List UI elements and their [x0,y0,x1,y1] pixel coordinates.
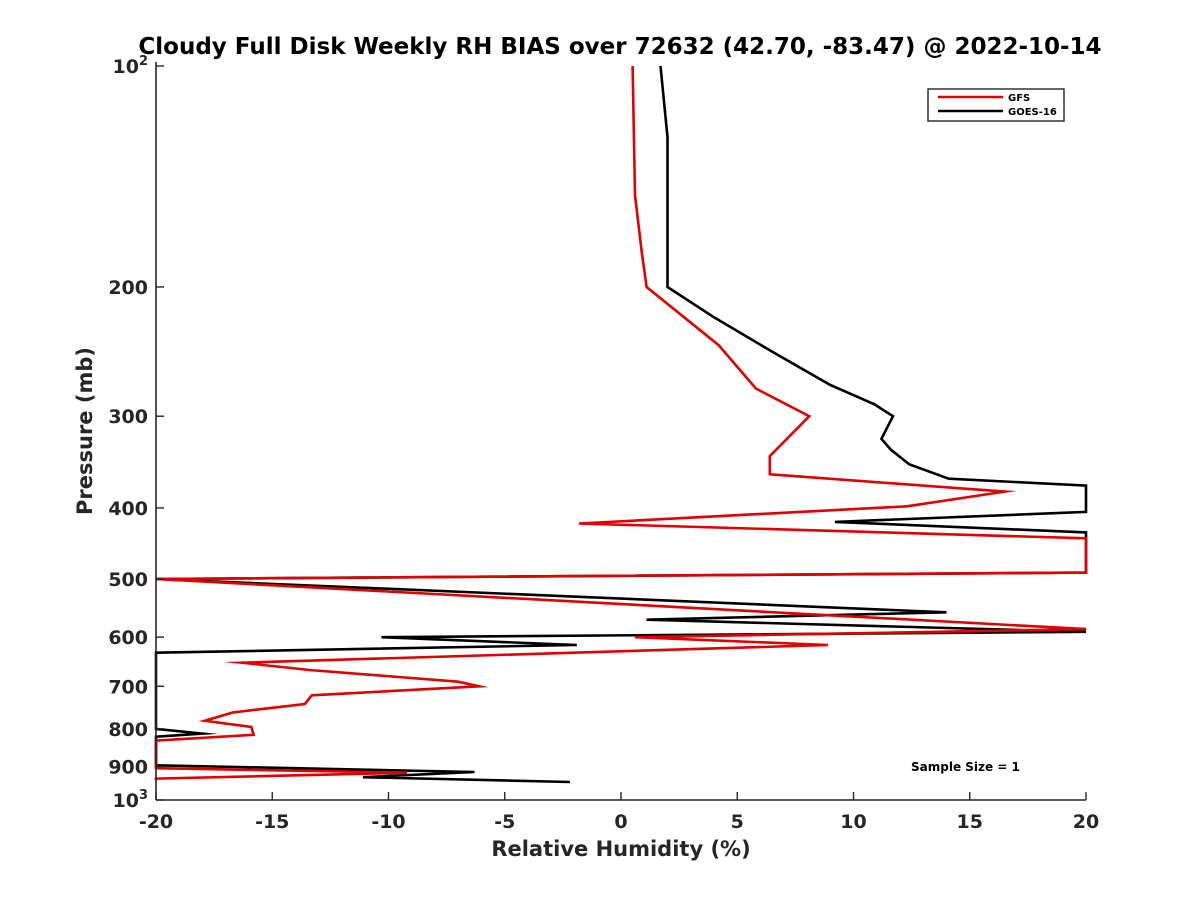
x-tick-label: -20 [139,811,173,833]
x-tick-label: 20 [1073,811,1099,833]
y-tick-label: 300 [108,406,148,428]
y-tick-label: 800 [108,719,148,741]
y-ticks: 102 200 300 400 500 600 700 800 900 103 [108,54,164,812]
legend-label-gfs: GFS [1008,93,1030,104]
x-tick-label: -15 [255,811,289,833]
y-tick-label: 103 [113,788,149,812]
x-ticks: -20 -15 -10 -5 0 5 10 15 20 [139,792,1099,833]
y-tick-label: 900 [108,756,148,778]
x-tick-label: 10 [840,811,866,833]
x-tick-label: -5 [494,811,515,833]
chart-title: Cloudy Full Disk Weekly RH BIAS over 726… [138,34,1101,60]
x-axis-label: Relative Humidity (%) [491,837,750,861]
y-axis-label: Pressure (mb) [73,347,97,515]
y-tick-label: 400 [108,498,148,520]
y-tick-label: 500 [108,569,148,591]
y-tick-label: 600 [108,627,148,649]
sample-size-annotation: Sample Size = 1 [911,760,1020,774]
axes-layer [155,62,1086,801]
y-tick-label: 200 [108,277,148,299]
x-tick-label: 15 [957,811,983,833]
y-tick-label: 700 [108,676,148,698]
legend-box [927,88,1065,122]
x-tick-label: -10 [371,811,405,833]
legend: GFS GOES-16 [927,88,1065,122]
series-line-goes16 [154,65,1088,784]
series-layer [154,65,1088,784]
x-tick-label: 0 [614,811,627,833]
series-line-gfs [154,65,1088,781]
y-tick-label: 102 [113,54,149,78]
x-tick-label: 5 [731,811,744,833]
legend-label-goes16: GOES-16 [1008,107,1057,118]
